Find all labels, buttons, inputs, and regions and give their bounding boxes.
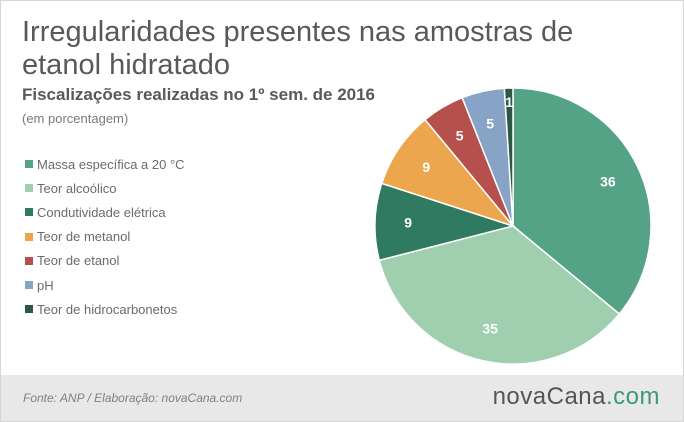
logo-tld: com	[613, 383, 660, 410]
legend-swatch	[25, 184, 33, 193]
legend-swatch	[25, 256, 33, 265]
legend-label: pH	[37, 277, 54, 293]
legend-item: Condutividade elétrica	[25, 200, 185, 224]
slice-data-label: 9	[422, 159, 430, 175]
legend-swatch	[25, 232, 33, 241]
legend-swatch	[25, 208, 33, 217]
footer: Fonte: ANP / Elaboração: novaCana.com no…	[1, 375, 683, 421]
legend-item: Teor de hidrocarbonetos	[25, 297, 185, 321]
slice-data-label: 1	[505, 94, 513, 110]
legend-item: pH	[25, 273, 185, 297]
slice-data-label: 9	[404, 215, 412, 231]
chart-title: Irregularidades presentes nas amostras d…	[22, 16, 574, 81]
legend-item: Massa específica a 20 °C	[25, 152, 185, 176]
pie-slice	[378, 225, 621, 365]
unit-note: (em porcentagem)	[22, 111, 129, 126]
legend-swatch	[25, 160, 33, 169]
slice-data-label: 5	[486, 116, 494, 132]
legend-item: Teor de metanol	[25, 225, 185, 249]
legend-label: Teor de etanol	[37, 253, 120, 269]
legend-label: Condutividade elétrica	[37, 204, 166, 220]
legend-swatch	[25, 281, 33, 290]
legend-label: Massa específica a 20 °C	[37, 156, 185, 172]
legend: Massa específica a 20 °C Teor alcoólico Co…	[25, 152, 185, 321]
source-note: Fonte: ANP / Elaboração: novaCana.com	[23, 391, 243, 405]
slice-data-label: 5	[456, 128, 464, 144]
logo-dot: .	[605, 383, 614, 410]
brand-logo: novaCana.com	[493, 383, 660, 411]
pie-slice	[512, 87, 652, 316]
legend-label: Teor de hidrocarbonetos	[37, 301, 178, 317]
slice-data-label: 35	[482, 320, 498, 336]
legend-item: Teor de etanol	[25, 249, 185, 273]
legend-swatch	[25, 305, 33, 314]
legend-label: Teor de metanol	[37, 229, 131, 245]
legend-label: Teor alcoólico	[37, 180, 117, 196]
pie-slice	[503, 87, 514, 227]
chart-subtitle: Fiscalizações realizadas no 1º sem. de 2…	[22, 85, 376, 104]
legend-item: Teor alcoólico	[25, 176, 185, 200]
logo-main: novaCana	[492, 383, 606, 410]
slice-data-label: 36	[600, 173, 616, 189]
